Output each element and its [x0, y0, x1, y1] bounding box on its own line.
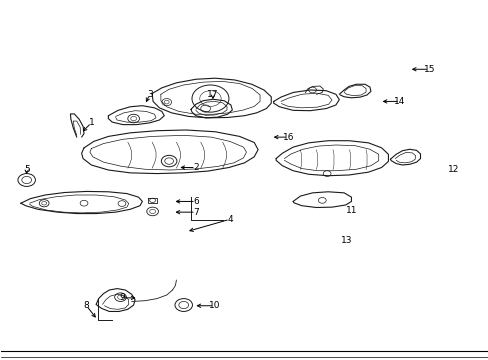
- Text: 1: 1: [88, 118, 94, 127]
- Text: 13: 13: [340, 236, 352, 245]
- Text: 15: 15: [423, 65, 434, 74]
- Text: 7: 7: [193, 208, 198, 217]
- Text: 4: 4: [226, 215, 232, 224]
- Text: 6: 6: [193, 197, 198, 206]
- Text: 5: 5: [24, 165, 29, 174]
- Text: 3: 3: [146, 90, 152, 99]
- Text: 17: 17: [207, 90, 218, 99]
- Text: 11: 11: [345, 206, 357, 215]
- Text: 10: 10: [208, 301, 220, 310]
- Text: 12: 12: [447, 165, 458, 174]
- Text: 9: 9: [119, 293, 124, 302]
- Text: 8: 8: [83, 301, 89, 310]
- Text: 14: 14: [394, 97, 405, 106]
- Text: 2: 2: [193, 163, 198, 172]
- Text: 16: 16: [282, 132, 293, 141]
